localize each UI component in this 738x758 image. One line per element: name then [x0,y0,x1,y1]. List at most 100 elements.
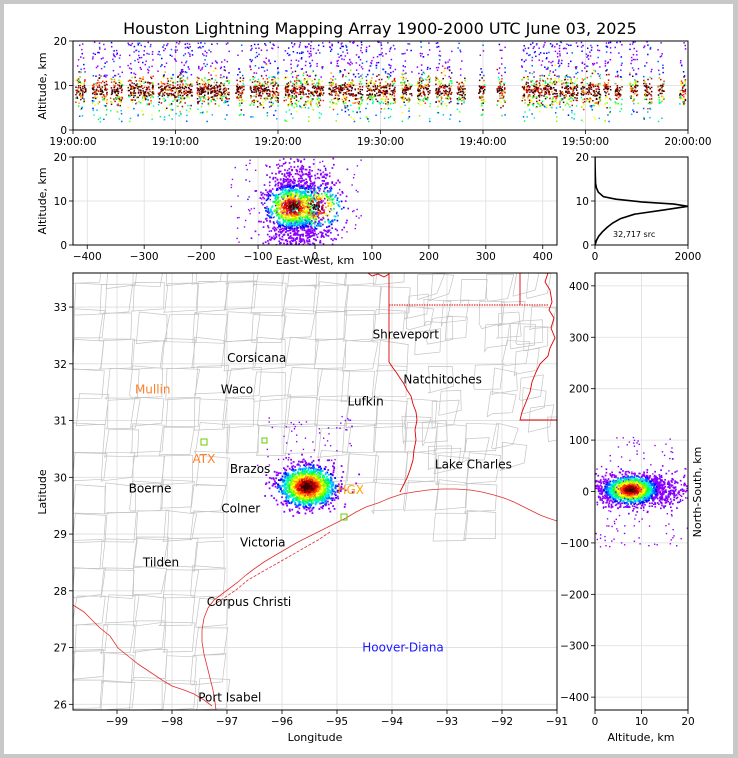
lightning-source-point [258,94,261,96]
lightning-source-point [586,70,588,73]
lightning-source-point [409,87,412,89]
lightning-source-point [176,100,178,102]
lightning-source-point [644,89,646,91]
lightning-source-point [684,81,686,84]
lightning-source-point [464,98,466,100]
lightning-source-point [295,110,298,113]
lightning-source-point [663,82,665,85]
lightning-source-point [479,86,482,89]
lightning-source-point [121,88,123,91]
lightning-source-point [350,94,353,96]
lightning-source-point [502,105,504,107]
lightning-source-point [425,97,428,100]
lightning-source-point [304,87,306,90]
lightning-source-point [110,103,113,106]
lightning-source-point [312,201,314,204]
lightning-source-point [289,187,291,190]
lightning-source-point [243,84,245,86]
lightning-source-point [634,79,636,81]
lightning-source-point [161,64,163,66]
lightning-source-point [558,101,561,103]
lightning-source-point [531,103,534,106]
lightning-source-point [377,94,379,97]
lightning-source-point [349,94,351,97]
lightning-source-point [344,105,346,107]
lightning-source-point [284,85,287,87]
lightning-source-point [392,44,395,47]
lightning-source-point [649,98,651,100]
lightning-source-point [177,76,179,79]
lightning-source-point [335,202,338,205]
lightning-source-point [575,42,578,44]
lightning-source-point [657,120,660,123]
lightning-source-point [223,66,226,68]
lightning-source-point [387,103,389,106]
lightning-source-point [325,233,327,236]
lightning-source-point [332,163,335,166]
lightning-source-point [366,97,369,100]
lightning-source-point [111,92,113,95]
lightning-source-point [166,82,169,85]
lightning-source-point [286,217,289,219]
lightning-source-point [127,80,130,82]
lightning-source-point [321,67,324,70]
lightning-source-point [632,100,634,103]
lightning-source-point [327,202,330,205]
lightning-source-point [289,100,292,103]
lightning-source-point [360,49,362,52]
lightning-source-point [227,104,230,107]
lightning-source-point [614,94,617,96]
lightning-source-point [282,202,285,204]
lightning-source-point [204,42,206,45]
lightning-source-point [98,101,101,103]
lightning-source-point [263,70,266,72]
lightning-source-point [386,90,389,93]
lightning-source-point [313,87,316,90]
lightning-source-point [589,82,592,84]
lightning-source-point [426,68,429,71]
lightning-source-point [392,83,394,85]
lightning-source-point [598,117,600,120]
lightning-source-point [335,90,337,93]
lightning-source-point [329,88,332,91]
lightning-source-point [182,84,184,87]
lightning-source-point [315,224,318,227]
lightning-source-point [186,76,189,79]
lightning-source-point [445,89,447,92]
lightning-source-point [288,237,291,239]
lightning-source-point [589,55,592,57]
lightning-source-point [448,90,451,93]
lightning-source-point [309,78,311,80]
lightning-source-point [594,102,596,105]
lightning-source-point [139,101,142,104]
lightning-source-point [327,235,330,237]
lightning-source-point [555,97,557,100]
lightning-source-point [104,74,106,77]
lightning-source-point [551,44,554,46]
lightning-source-point [531,56,534,59]
lightning-source-point [110,93,113,96]
lightning-source-point [324,184,327,187]
lightning-source-point [318,44,320,47]
lightning-source-point [405,86,408,89]
lightning-source-point [276,214,278,217]
lightning-source-point [546,77,549,80]
lightning-source-point [166,77,169,80]
lightning-source-point [374,93,376,96]
lightning-source-point [104,96,107,98]
lightning-source-point [93,41,96,44]
lightning-source-point [308,52,311,55]
lightning-source-point [605,85,607,87]
lightning-source-point [152,93,155,95]
lightning-source-point [185,60,188,63]
lightning-source-point [305,187,307,189]
lightning-source-point [498,43,501,46]
lightning-source-point [183,90,185,93]
lightning-source-point [128,89,131,92]
lightning-source-point [401,97,404,100]
lightning-source-point [572,96,575,98]
lightning-source-point [331,243,334,245]
lightning-source-point [551,106,553,109]
lightning-source-point [342,93,345,96]
lightning-source-point [330,187,333,190]
